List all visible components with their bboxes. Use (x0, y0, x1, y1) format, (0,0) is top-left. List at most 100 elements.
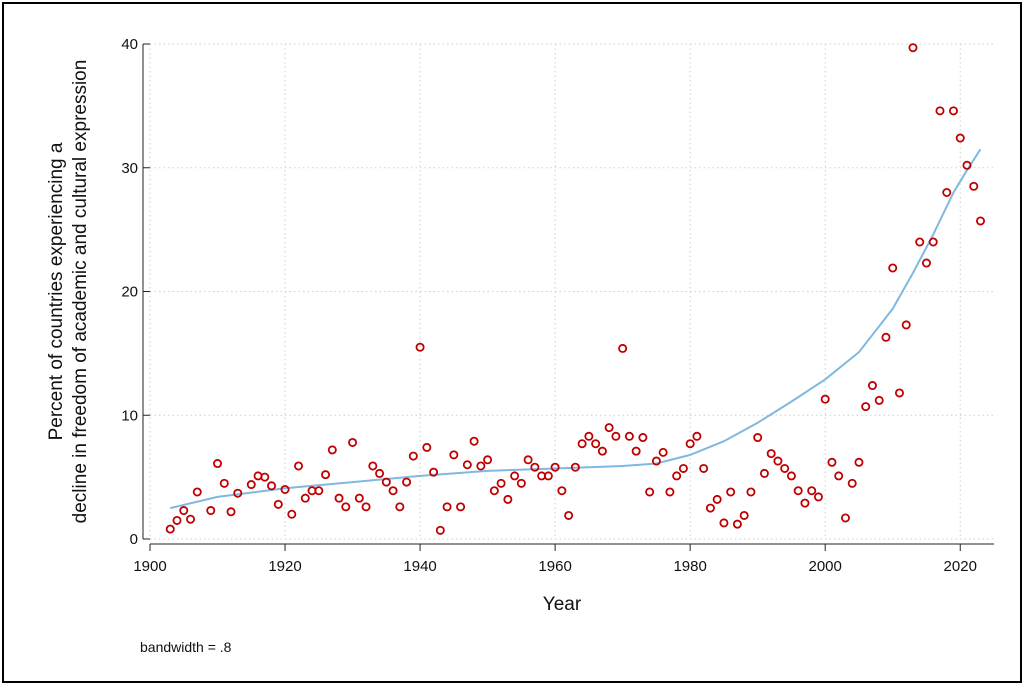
data-point (793, 486, 803, 496)
data-point (557, 486, 567, 496)
data-point (327, 445, 337, 455)
data-point (321, 470, 331, 480)
grid (149, 43, 994, 540)
x-tick-label: 1940 (403, 558, 436, 575)
data-point (881, 332, 891, 342)
data-point (604, 423, 614, 433)
data-point (402, 477, 412, 487)
data-point (415, 342, 425, 352)
data-point (186, 514, 196, 524)
data-point (840, 513, 850, 523)
data-point (341, 502, 351, 512)
data-point (780, 463, 790, 473)
data-point (375, 468, 385, 478)
data-point (570, 462, 580, 472)
data-point (165, 524, 175, 534)
data-point (543, 471, 553, 481)
data-point (368, 461, 378, 471)
data-point (955, 133, 965, 143)
data-point (948, 106, 958, 116)
data-point (476, 461, 486, 471)
data-point (564, 510, 574, 520)
data-point (246, 480, 256, 490)
y-tick-label: 10 (121, 407, 138, 424)
data-point (597, 446, 607, 456)
data-point (672, 471, 682, 481)
data-point (705, 503, 715, 513)
data-point (429, 467, 439, 477)
lowess-fit-line (170, 148, 982, 510)
scatter-chart: 0 10 20 30 40 1900 1920 1940 1960 1980 2000 2020 Pe… (46, 36, 994, 655)
data-point (888, 263, 898, 273)
data-point (591, 439, 601, 449)
data-point (928, 237, 938, 247)
data-point (908, 43, 918, 53)
bandwidth-note: bandwidth = .8 (140, 639, 232, 655)
data-point (685, 439, 695, 449)
data-point (226, 507, 236, 517)
data-point (874, 395, 884, 405)
data-point (969, 181, 979, 191)
data-point (408, 451, 418, 461)
data-point (624, 431, 634, 441)
data-point (462, 460, 472, 470)
x-tick-label: 1980 (673, 558, 706, 575)
y-tick-label: 40 (121, 36, 138, 53)
data-point (496, 478, 506, 488)
data-point (638, 433, 648, 443)
data-point (894, 388, 904, 398)
data-point (334, 493, 344, 503)
data-point (962, 160, 972, 170)
data-point (489, 486, 499, 496)
data-point (921, 258, 931, 268)
data-point (219, 478, 229, 488)
data-point (172, 515, 182, 525)
axes: 0 10 20 30 40 1900 1920 1940 1960 1980 2000 2020 (121, 36, 994, 575)
data-point (483, 455, 493, 465)
data-point (213, 459, 223, 469)
data-point (388, 486, 398, 496)
data-point (719, 518, 729, 528)
data-point (658, 447, 668, 457)
data-point (523, 455, 533, 465)
data-point (348, 437, 358, 447)
data-point (753, 433, 763, 443)
data-point (280, 484, 290, 494)
data-point (510, 471, 520, 481)
data-point (834, 471, 844, 481)
data-point (739, 510, 749, 520)
x-tick-label: 1900 (133, 558, 166, 575)
data-point (692, 431, 702, 441)
data-point (820, 394, 830, 404)
data-point (354, 493, 364, 503)
data-point (732, 519, 742, 529)
data-point (206, 506, 216, 516)
data-point (942, 187, 952, 197)
data-point (854, 457, 864, 467)
y-tick-label: 30 (121, 160, 138, 177)
data-point (192, 487, 202, 497)
data-point (746, 487, 756, 497)
x-tick-label: 1920 (268, 558, 301, 575)
data-point (631, 446, 641, 456)
x-axis-title: Year (543, 594, 582, 615)
data-point (618, 343, 628, 353)
data-point (712, 494, 722, 504)
data-point (786, 471, 796, 481)
data-point (773, 456, 783, 466)
data-point (584, 431, 594, 441)
data-point (861, 402, 871, 412)
data-point (726, 487, 736, 497)
data-point (287, 509, 297, 519)
data-point (867, 381, 877, 391)
data-point (179, 506, 189, 516)
data-points (165, 43, 985, 535)
data-point (300, 493, 310, 503)
data-point (766, 449, 776, 459)
data-point (435, 525, 445, 535)
data-point (645, 487, 655, 497)
data-point (294, 461, 304, 471)
data-point (550, 462, 560, 472)
data-point (915, 237, 925, 247)
data-point (678, 463, 688, 473)
